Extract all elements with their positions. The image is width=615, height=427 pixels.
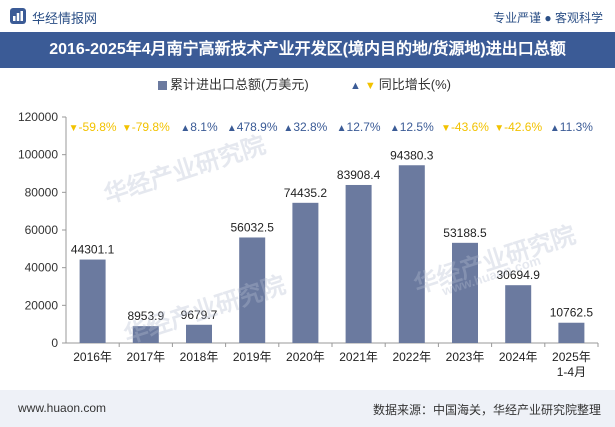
x-tick-label: 2023年	[446, 350, 485, 364]
x-tick-label: 2022年	[392, 350, 431, 364]
down-triangle-icon: ▼	[441, 123, 451, 134]
up-triangle-icon: ▲	[227, 123, 237, 134]
y-tick-label: 40000	[25, 261, 59, 275]
down-triangle-icon: ▼	[494, 123, 504, 134]
y-tick-label: 20000	[25, 298, 59, 312]
bar	[558, 322, 585, 343]
growth-value: 12.7%	[347, 120, 381, 134]
y-tick-label: 120000	[18, 110, 58, 124]
growth-label: ▲478.9%	[227, 120, 278, 134]
growth-label: ▼-79.8%	[122, 120, 170, 134]
data-label: 9679.7	[181, 308, 218, 322]
growth-label: ▲8.1%	[180, 120, 218, 134]
chart-legend: 累计进出口总额(万美元) ▲ ▼ 同比增长(%)	[0, 72, 615, 92]
y-tick-label: 0	[51, 336, 58, 350]
growth-value: -42.6%	[504, 120, 542, 134]
bar	[79, 259, 106, 343]
growth-value: -79.8%	[132, 120, 170, 134]
data-label: 94380.3	[390, 148, 434, 162]
up-triangle-icon: ▲	[337, 123, 347, 134]
growth-value: 11.3%	[560, 120, 593, 134]
down-triangle-icon: ▼	[69, 123, 79, 134]
footer: www.huaon.com 数据来源：中国海关，华经产业研究院整理	[0, 390, 615, 427]
legend-item-total: 累计进出口总额(万美元)	[158, 74, 309, 93]
bar	[186, 324, 212, 343]
x-tick-label: 2016年	[73, 350, 112, 364]
x-tick-label: 2018年	[180, 350, 219, 364]
x-tick-label: 2021年	[339, 350, 378, 364]
x-tick-label: 2019年	[233, 350, 272, 364]
up-triangle-icon: ▲	[550, 123, 560, 134]
bar-chart: 0 20000 40000 60000 80000 100000 120000 44301.1…	[18, 110, 599, 379]
y-tick-label: 100000	[18, 148, 58, 162]
up-triangle-icon: ▲	[283, 123, 293, 134]
growth-value: -59.8%	[79, 120, 117, 134]
growth-value: 478.9%	[237, 120, 278, 134]
legend-swatch-bar	[158, 81, 167, 91]
chart-title: 2016-2025年4月南宁高新技术产业开发区(境内目的地/货源地)进出口总额	[0, 32, 615, 68]
bar	[345, 184, 372, 343]
top-bar: 华经情报网 专业严谨 ● 客观科学	[0, 0, 615, 32]
brand-logo-icon	[10, 8, 26, 24]
x-tick-label: 1-4月	[557, 365, 586, 379]
data-label: 10762.5	[550, 306, 594, 320]
brand-name: 华经情报网	[32, 11, 98, 26]
legend-label-total: 累计进出口总额(万美元)	[170, 77, 309, 92]
growth-label: ▼-42.6%	[494, 120, 542, 134]
data-label: 44301.1	[71, 243, 115, 257]
x-tick-label: 2025年	[552, 350, 591, 364]
up-triangle-icon: ▲	[180, 123, 190, 134]
legend-down-triangle-icon: ▼	[364, 80, 376, 92]
data-label: 53188.5	[443, 226, 487, 240]
bar	[239, 237, 266, 343]
brand-tagline: 专业严谨 ● 客观科学	[493, 11, 603, 25]
growth-label: ▼-43.6%	[441, 120, 489, 134]
growth-label: ▼-59.8%	[69, 120, 117, 134]
data-label: 74435.2	[284, 186, 328, 200]
growth-label: ▲11.3%	[550, 120, 593, 134]
bar	[505, 285, 532, 343]
x-tick-label: 2024年	[499, 350, 538, 364]
bar	[398, 165, 425, 343]
y-tick-label: 60000	[25, 223, 59, 237]
growth-label: ▲12.7%	[337, 120, 381, 134]
data-label: 83908.4	[337, 168, 381, 182]
up-triangle-icon: ▲	[390, 123, 400, 134]
footer-url: www.huaon.com	[18, 401, 107, 415]
growth-value: 8.1%	[190, 120, 218, 134]
down-triangle-icon: ▼	[122, 123, 132, 134]
growth-label: ▲32.8%	[283, 120, 327, 134]
legend-up-triangle-icon: ▲	[350, 80, 361, 92]
bar	[452, 242, 478, 343]
bar	[132, 326, 159, 343]
data-label: 30694.9	[497, 268, 541, 282]
legend-label-growth: 同比增长(%)	[378, 77, 451, 92]
x-tick-label: 2017年	[126, 350, 165, 364]
growth-value: 12.5%	[400, 120, 434, 134]
x-tick-label: 2020年	[286, 350, 325, 364]
data-label: 8953.9	[127, 309, 164, 323]
growth-value: -43.6%	[451, 120, 489, 134]
footer-source: 数据来源：中国海关，华经产业研究院整理	[372, 403, 601, 417]
data-label: 56032.5	[231, 220, 275, 234]
y-tick-label: 80000	[25, 185, 59, 199]
growth-label: ▲12.5%	[390, 120, 434, 134]
legend-item-growth: ▲ ▼ 同比增长(%)	[350, 74, 451, 93]
bar	[292, 202, 319, 343]
growth-value: 32.8%	[293, 120, 327, 134]
